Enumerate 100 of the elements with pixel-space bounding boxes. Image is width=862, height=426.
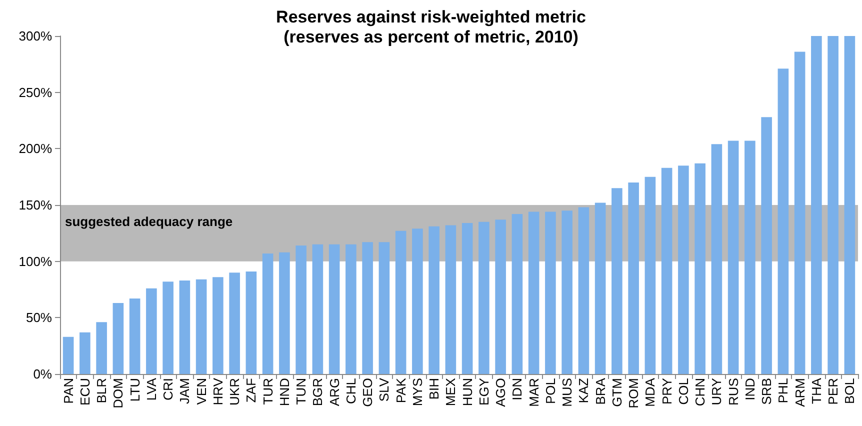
- x-tick-label: UKR: [227, 378, 242, 406]
- x-tick-label: BOL: [842, 378, 858, 404]
- bar: [62, 336, 74, 374]
- bar: [761, 117, 772, 374]
- x-tick-label: MEX: [443, 378, 458, 406]
- bar: [744, 140, 756, 374]
- bar: [844, 36, 856, 374]
- bar: [644, 176, 656, 374]
- bar: [80, 332, 90, 374]
- y-tick-label: 150%: [18, 198, 52, 212]
- x-tick-label: MDA: [642, 378, 658, 407]
- bar: [312, 244, 324, 374]
- bar: [612, 188, 622, 374]
- bar: [462, 223, 473, 374]
- bar: [661, 168, 672, 374]
- x-tick-label: SRB: [759, 378, 774, 405]
- x-tick-label: CHL: [343, 378, 358, 404]
- x-tick-label: THA: [808, 378, 824, 404]
- x-tick-label: ZAF: [244, 378, 259, 403]
- x-tick-label: GEO: [360, 378, 376, 407]
- bar: [562, 210, 572, 374]
- y-tick-label: 200%: [18, 141, 52, 156]
- x-tick-label: ECU: [77, 378, 92, 406]
- bar: [794, 52, 806, 374]
- x-tick-label: RUS: [726, 378, 741, 406]
- x-tick-label: URY: [709, 378, 724, 406]
- bar: [346, 244, 356, 374]
- x-tick-label: ARM: [792, 378, 808, 407]
- x-tick-label: CHN: [692, 378, 708, 406]
- bar: [378, 242, 390, 374]
- x-tick-label: CRI: [160, 378, 176, 400]
- bar: [229, 272, 240, 374]
- bar: [262, 253, 274, 374]
- bar: [778, 68, 789, 374]
- bar: [328, 244, 340, 374]
- x-tick-label: PAK: [393, 378, 408, 404]
- x-tick-label: AGO: [493, 378, 508, 407]
- chart-title: Reserves against risk-weighted metric (reserves as percent of metric, 2010): [276, 8, 586, 46]
- x-tick-label: MUS: [560, 378, 575, 407]
- y-tick-label: 300%: [18, 28, 52, 44]
- bar: [828, 36, 838, 374]
- x-tick-label: BLR: [94, 378, 110, 404]
- x-tick-label: SLV: [376, 378, 392, 402]
- x-tick-label: PRY: [659, 378, 674, 404]
- bar: [112, 303, 124, 374]
- x-tick-label: PER: [826, 378, 841, 405]
- x-tick-label: IDN: [510, 378, 525, 400]
- x-tick-label: ARG: [326, 378, 342, 406]
- x-tick-label: EGY: [476, 378, 492, 406]
- bar: [445, 225, 456, 374]
- bar: [512, 214, 523, 374]
- x-tick-label: VEN: [194, 378, 209, 405]
- x-tick-label: BGR: [310, 378, 326, 406]
- bar: [578, 207, 590, 374]
- bar: [711, 144, 722, 374]
- bar: [196, 279, 207, 374]
- x-tick-label: COL: [676, 378, 691, 405]
- y-tick-label: 100%: [18, 254, 52, 269]
- x-tick-label: GTM: [609, 378, 624, 407]
- x-tick-label: DOM: [110, 378, 126, 408]
- x-tick-label: TUN: [294, 378, 309, 405]
- bar: [162, 282, 174, 374]
- bar: [594, 202, 606, 374]
- x-tick-label: POL: [542, 378, 558, 404]
- bar: [678, 166, 689, 374]
- bar: [811, 36, 822, 374]
- bar: [694, 163, 706, 374]
- x-tick-label: PAN: [60, 378, 76, 404]
- bar: [628, 182, 639, 374]
- bar: [545, 212, 556, 374]
- bar: [212, 277, 224, 374]
- x-tick-label: MAR: [526, 378, 542, 407]
- x-tick-label: PHL: [776, 378, 791, 404]
- x-tick-label: BIH: [426, 378, 442, 400]
- x-tick-label: HUN: [460, 378, 475, 406]
- bar: [528, 212, 540, 374]
- x-tick-label: KAZ: [576, 378, 592, 404]
- bar: [246, 271, 257, 374]
- y-tick-label: 50%: [26, 310, 52, 326]
- y-tick-label: 250%: [18, 84, 52, 100]
- bar: [146, 288, 157, 374]
- bar: [362, 242, 373, 374]
- x-tick-label: BRA: [592, 378, 608, 405]
- x-tick-label: MYS: [410, 378, 425, 406]
- x-tick-label: LTU: [127, 378, 142, 402]
- bar: [495, 220, 506, 374]
- bar: [296, 246, 306, 374]
- bar: [279, 252, 290, 374]
- bar: [96, 322, 107, 374]
- bar: [179, 280, 190, 374]
- x-tick-label: LVA: [144, 378, 159, 401]
- x-tick-label: HND: [276, 378, 292, 406]
- bar: [728, 140, 739, 374]
- bar: [428, 226, 440, 374]
- bar: [395, 230, 406, 374]
- band-label: suggested adequacy range: [65, 214, 233, 229]
- y-tick-label: 0%: [33, 366, 52, 382]
- x-tick-label: ROM: [626, 378, 642, 408]
- bar: [478, 222, 490, 374]
- bar: [129, 298, 140, 374]
